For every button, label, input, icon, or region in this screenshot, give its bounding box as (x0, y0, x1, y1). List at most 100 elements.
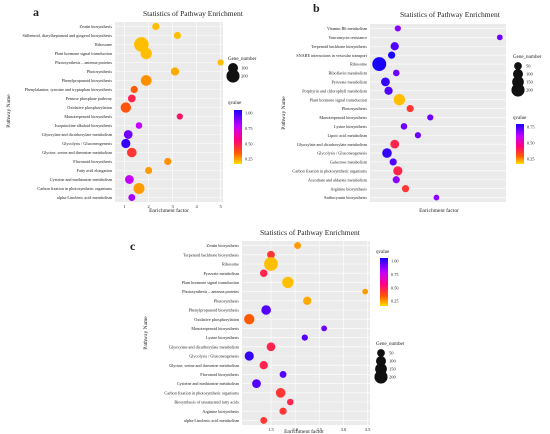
y-tick-label: Photosynthesis (214, 298, 239, 303)
size-legend-label: 100 (526, 72, 534, 77)
y-tick-label: Glycolysis / Gluconeogenesis (62, 141, 112, 146)
x-axis-label: Enrichment factor (419, 207, 459, 214)
data-point (130, 85, 138, 94)
data-point (384, 86, 393, 95)
x-tick-label: 3.0 (341, 427, 347, 432)
data-point (152, 22, 160, 31)
data-point (388, 51, 396, 59)
panel-label: b (313, 1, 320, 15)
size-legend-label: 50 (526, 64, 531, 69)
color-legend-bar (234, 110, 242, 164)
data-point (372, 57, 387, 72)
size-legend-title: Gene_number (376, 342, 405, 347)
size-legend-label: 50 (389, 351, 394, 356)
data-point (140, 47, 152, 60)
data-point (244, 314, 255, 325)
y-tick-label: Lysine biosynthesis (206, 335, 239, 340)
data-point (127, 94, 136, 103)
y-tick-label: Isoquinoline alkaloid biosynthesis (55, 123, 113, 128)
data-point (400, 123, 408, 130)
data-point (264, 257, 278, 271)
y-tick-label: Phenylpropanoid biosynthesis (62, 78, 113, 83)
panel-label: a (33, 5, 39, 19)
y-tick-label: Phenylalanine, tyrosine and tryptophan b… (25, 87, 113, 93)
x-tick-label: 2 (147, 204, 149, 209)
x-tick-label: 5 (219, 204, 222, 209)
color-legend-label: 0.25 (391, 299, 399, 304)
size-legend-dot (377, 349, 385, 357)
y-tick-label: Plant hormone signal transduction (182, 280, 240, 285)
y-tick-label: Photosynthesis – antenna proteins (182, 289, 239, 294)
y-tick-label: Pentose phosphate pathway (66, 96, 113, 101)
size-legend-dot (374, 370, 388, 384)
x-tick-label: 4 (195, 204, 198, 209)
y-tick-label: Biosynthesis of unsaturated fatty acids (174, 400, 239, 405)
y-tick-label: Flavonoid biosynthesis (73, 159, 112, 164)
color-legend-label: 0.50 (391, 285, 399, 290)
y-tick-label: Vancomycin resistance (329, 35, 368, 40)
x-axis-label: Enrichment factor (149, 207, 189, 214)
y-tick-label: Plant hormone signal transduction (55, 51, 113, 56)
data-point (126, 147, 137, 158)
color-legend-label: 1.00 (245, 111, 253, 116)
y-tick-label: Terpenoid backbone biosynthesis (311, 44, 367, 49)
data-point (392, 176, 400, 184)
color-legend-title: qvalue (513, 116, 527, 121)
y-tick-label: Ribosome (350, 62, 367, 67)
data-point (135, 122, 143, 129)
color-legend-label: 0.75 (245, 126, 253, 131)
x-tick-label: 3 (171, 204, 174, 209)
data-point (261, 305, 271, 315)
size-legend-label: 200 (389, 375, 397, 380)
data-point (287, 398, 294, 406)
data-point (217, 59, 224, 66)
y-tick-label: Ribosome (95, 42, 112, 47)
y-axis-label: Pathway Name (143, 316, 149, 350)
size-legend-dot (376, 356, 386, 366)
data-point (496, 34, 503, 41)
data-point (125, 175, 134, 184)
size-legend-dot (226, 69, 240, 83)
y-tick-label: Glycine, serine and threonine metabolism (169, 363, 240, 369)
data-point (266, 342, 276, 352)
data-point (170, 67, 180, 76)
y-tick-label: Pyruvate metabolism (332, 79, 368, 84)
chart-title: Statistics of Pathway Enrichment (143, 9, 244, 18)
size-legend-dot (511, 83, 525, 97)
y-tick-label: Stilbenoid, diarylheptanoid and gingerol… (23, 33, 113, 39)
color-legend-label: 0.50 (527, 141, 535, 146)
size-legend-label: 150 (526, 80, 534, 85)
x-tick-label: 2.0 (292, 427, 298, 432)
chart-title: Statistics of Pathway Enrichment (400, 10, 501, 19)
y-tick-label: Zeatin biosynthesis (80, 24, 113, 29)
y-tick-label: Carbon fixation in photosynthetic organi… (37, 186, 112, 191)
color-legend-label: 0.25 (527, 157, 535, 162)
y-tick-label: Photosynthesis (87, 69, 112, 74)
y-tick-label: Cysteine and methionine metabolism (177, 381, 240, 386)
x-tick-label: 1.5 (268, 427, 274, 432)
y-tick-label: Photosynthesis (342, 106, 367, 111)
data-point (133, 182, 145, 195)
data-point (282, 276, 294, 289)
y-tick-label: Glyoxylate and dicarboxylate metabolism (297, 142, 368, 147)
data-point (427, 114, 434, 121)
y-tick-label: Ribosome (222, 262, 239, 267)
chart-panel-c: c Statistics of Pathway Enrichment Zeatin … (130, 228, 405, 434)
size-legend-title: Gene_number (228, 57, 257, 62)
y-tick-label: Cysteine and methionine metabolism (50, 177, 113, 182)
plot-panel (242, 241, 370, 425)
data-point (244, 351, 254, 361)
y-tick-label: Carbon fixation in photosynthetic organi… (292, 168, 367, 173)
x-tick-label: 3.5 (365, 427, 371, 432)
plot-panel (370, 24, 506, 202)
y-tick-label: Oxidative phosphorylation (194, 317, 240, 322)
data-point (252, 379, 261, 388)
data-point (144, 166, 153, 175)
size-legend-label: 200 (526, 88, 534, 93)
data-point (259, 361, 268, 370)
y-tick-label: alpha-Linolenic acid metabolism (184, 418, 240, 423)
y-tick-label: Glyoxylate and dicarboxylate metabolism (42, 132, 113, 137)
chart-panel-a: a Statistics of Pathway Enrichment Zeatin … (6, 5, 257, 214)
data-point (275, 387, 286, 398)
